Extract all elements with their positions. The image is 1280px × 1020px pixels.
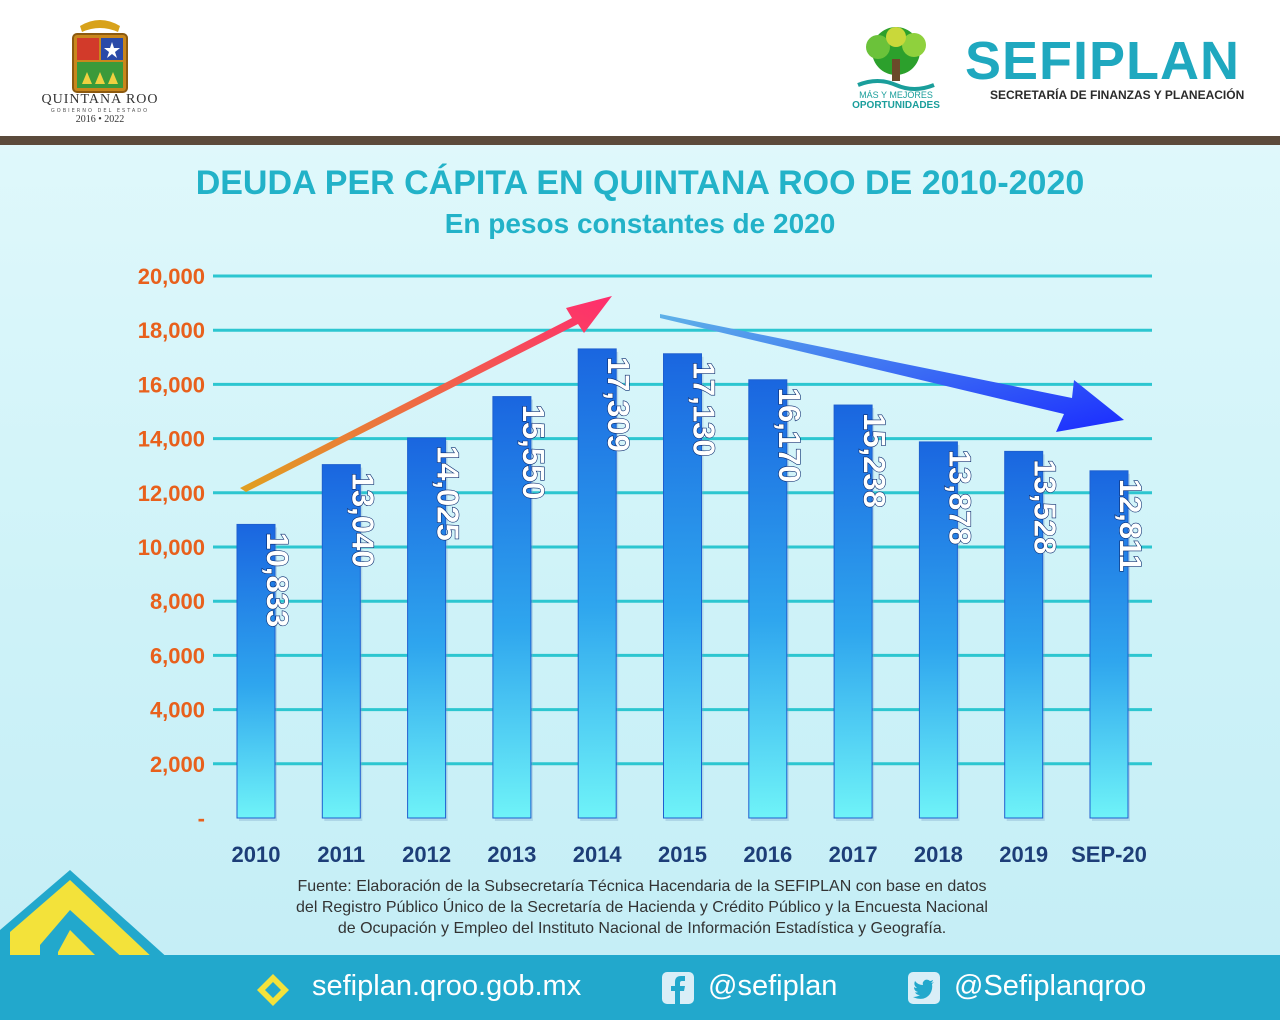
state-name: QUINTANA ROO	[41, 92, 159, 107]
x-category-label: 2016	[743, 842, 792, 867]
website-link[interactable]: sefiplan.qroo.gob.mx	[312, 970, 582, 1002]
source-line-3: de Ocupación y Empleo del Instituto Naci…	[337, 920, 947, 937]
bar-value-label: 15,238	[857, 413, 892, 508]
source-line-2: del Registro Público Único de la Secreta…	[296, 899, 988, 916]
twitter-link[interactable]: @Sefiplanqroo	[954, 970, 1147, 1002]
web-diamond-icon	[257, 974, 289, 1006]
y-tick-label: 4,000	[150, 698, 205, 723]
chart-title: DEUDA PER CÁPITA EN QUINTANA ROO DE 2010…	[195, 164, 1085, 202]
x-category-label: SEP-20	[1071, 842, 1147, 867]
header: QUINTANA ROO GOBIERNO DEL ESTADO 2016 • …	[0, 0, 1280, 138]
chart-panel	[0, 145, 1280, 955]
bar-2013	[492, 396, 532, 819]
twitter-icon	[908, 972, 940, 1004]
facebook-link[interactable]: @sefiplan	[708, 970, 838, 1002]
y-tick-label: 14,000	[138, 427, 205, 452]
falling-trend-arrow	[660, 314, 1124, 432]
y-tick-label: 6,000	[150, 643, 205, 668]
bar-value-label: 10,833	[260, 532, 295, 627]
y-tick-label: -	[198, 806, 205, 831]
bar-2018	[918, 441, 958, 819]
x-category-label: 2013	[487, 842, 536, 867]
chart-subtitle: En pesos constantes de 2020	[444, 208, 836, 239]
sefiplan-subtitle: SECRETARÍA DE FINANZAS Y PLANEACIÓN	[990, 88, 1245, 102]
source-note: Fuente: Elaboración de la Subsecretaría …	[222, 876, 1062, 939]
bar-2019	[1004, 450, 1044, 819]
state-years: 2016 • 2022	[75, 114, 125, 125]
bar-value-label: 17,309	[601, 357, 636, 452]
bar-value-label: 13,040	[345, 473, 380, 568]
y-tick-label: 12,000	[138, 481, 205, 506]
bar-value-label: 14,025	[431, 446, 466, 541]
x-category-label: 2015	[658, 842, 707, 867]
bar-value-label: 12,811	[1113, 479, 1148, 572]
tree-logo-icon	[857, 27, 935, 91]
state-subtitle: GOBIERNO DEL ESTADO	[50, 108, 150, 114]
facebook-icon	[662, 972, 694, 1004]
bar-value-label: 15,550	[516, 405, 551, 500]
bar-2011	[321, 464, 361, 819]
sefiplan-logo-text: SEFIPLAN	[965, 31, 1241, 91]
bar-2012	[407, 437, 447, 819]
bar-2015	[663, 353, 702, 819]
source-line-1: Fuente: Elaboración de la Subsecretaría …	[297, 878, 987, 895]
bar-2016	[748, 379, 788, 819]
x-category-label: 2018	[914, 842, 963, 867]
header-divider	[0, 136, 1280, 145]
footer-bar	[0, 955, 1280, 1020]
y-tick-label: 18,000	[138, 318, 205, 343]
quintana-roo-coat-of-arms-icon	[72, 20, 128, 93]
x-category-label: 2010	[232, 842, 281, 867]
bar-value-label: 17,130	[687, 362, 722, 457]
y-tick-label: 10,000	[138, 535, 205, 560]
y-tick-label: 2,000	[150, 752, 205, 777]
bar-SEP-20	[1089, 470, 1129, 819]
x-category-label: 2017	[829, 842, 878, 867]
x-category-label: 2019	[999, 842, 1048, 867]
bar-2017	[833, 404, 873, 819]
y-tick-label: 16,000	[138, 372, 205, 397]
bar-value-label: 13,528	[1028, 459, 1063, 554]
x-category-label: 2014	[573, 842, 623, 867]
bar-value-label: 16,170	[772, 388, 807, 483]
rising-trend-arrow	[240, 296, 612, 492]
x-category-label: 2011	[317, 842, 365, 867]
slogan-line-2: OPORTUNIDADES	[852, 100, 940, 111]
slogan-line-1: MÁS Y MEJORES	[859, 90, 933, 100]
y-tick-label: 20,000	[138, 264, 205, 289]
bar-2014	[577, 348, 617, 819]
x-category-label: 2012	[402, 842, 451, 867]
bar-2010	[236, 523, 276, 819]
y-tick-label: 8,000	[150, 589, 205, 614]
bar-value-label: 13,878	[942, 450, 977, 545]
